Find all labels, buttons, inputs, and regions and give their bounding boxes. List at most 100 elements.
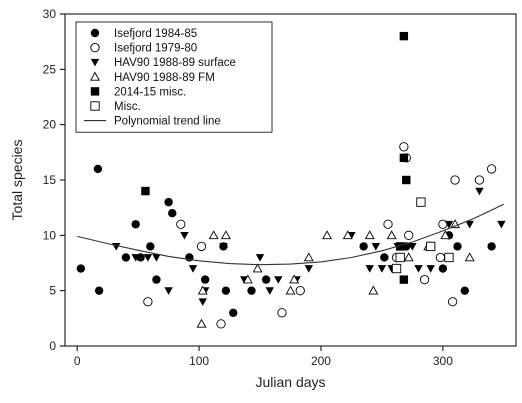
data-point [408, 243, 417, 251]
legend-item: Polynomial trend line [84, 116, 221, 128]
data-point [265, 287, 274, 295]
legend-label: Misc. [114, 101, 141, 113]
series-3 [196, 219, 475, 328]
x-axis: 0 100 200 300 [74, 346, 453, 368]
data-point [261, 275, 271, 284]
data-point [438, 264, 448, 273]
data-point [185, 253, 194, 262]
data-point [322, 230, 333, 240]
data-point [176, 219, 186, 229]
data-point [404, 230, 414, 240]
legend-marker [90, 87, 100, 96]
data-point [152, 275, 161, 284]
x-tick-label: 300 [433, 354, 453, 368]
data-point [391, 263, 402, 274]
data-point [444, 220, 454, 229]
data-point [371, 243, 381, 251]
data-point [152, 254, 161, 262]
trend-line [77, 203, 505, 266]
x-tick-label: 0 [74, 354, 81, 368]
data-point [247, 286, 256, 295]
data-point [304, 265, 313, 273]
y-tick-label: 15 [43, 173, 57, 187]
legend-item: Isefjord 1984-85 [90, 28, 197, 40]
series-2 [111, 187, 506, 306]
legend-item: Isefjord 1979-80 [90, 43, 197, 55]
legend-marker [90, 71, 100, 81]
y-tick-label: 30 [43, 7, 57, 21]
data-point [399, 153, 409, 163]
series-6 [77, 203, 505, 266]
data-point [143, 254, 153, 262]
data-point [196, 241, 207, 252]
data-point [242, 274, 253, 284]
data-point [465, 220, 474, 229]
data-point [274, 276, 283, 284]
legend-marker [90, 58, 100, 67]
data-point [486, 164, 497, 174]
data-point [121, 253, 131, 262]
data-point [435, 252, 446, 263]
legend-item: HAV90 1988-89 surface [90, 57, 236, 69]
data-point [426, 241, 436, 252]
data-point [414, 265, 423, 273]
data-point [399, 142, 409, 152]
data-point [255, 254, 265, 262]
data-point [402, 175, 411, 185]
data-point [303, 252, 314, 262]
data-point [364, 230, 375, 240]
data-point [342, 230, 353, 240]
y-tick-label: 10 [43, 228, 57, 242]
data-point [229, 308, 238, 317]
legend-label: HAV90 1988-89 surface [114, 57, 236, 69]
legend-item: 2014-15 misc. [90, 86, 186, 98]
data-point [386, 230, 397, 240]
data-point [419, 274, 430, 285]
data-point [220, 230, 231, 240]
data-point [368, 285, 379, 295]
data-point [164, 197, 173, 207]
data-point [198, 298, 207, 306]
y-tick-label: 25 [43, 62, 57, 76]
data-point [447, 297, 458, 307]
data-point [453, 242, 462, 251]
data-point [221, 286, 231, 295]
series-5 [391, 197, 454, 274]
y-axis-label: Total species [9, 140, 25, 221]
data-point [131, 254, 140, 262]
data-point [399, 275, 409, 284]
data-point [399, 31, 409, 41]
data-point [416, 197, 426, 207]
legend-label: Isefjord 1979-80 [114, 43, 197, 55]
data-point [197, 285, 208, 295]
legend-marker [90, 101, 100, 111]
data-point [219, 243, 228, 251]
legend-marker [90, 28, 100, 38]
data-point [450, 175, 460, 185]
data-point [252, 263, 263, 273]
data-point [497, 220, 506, 229]
data-point [146, 242, 155, 251]
data-point [440, 230, 451, 240]
legend: Isefjord 1984-85 Isefjord 1979-80 HAV90 19… [75, 21, 273, 133]
data-point [180, 231, 189, 240]
data-point [277, 308, 287, 318]
legend-label: 2014-15 misc. [114, 86, 186, 98]
data-point [426, 265, 435, 273]
data-point [464, 252, 475, 262]
y-tick-label: 20 [43, 118, 57, 132]
legend-label: Polynomial trend line [114, 116, 221, 128]
series-4 [141, 31, 411, 284]
data-point [396, 242, 405, 251]
legend-item: Misc. [90, 101, 141, 113]
y-tick-label: 0 [49, 339, 56, 353]
data-point [164, 287, 173, 295]
data-point [93, 164, 103, 174]
y-tick-label: 5 [49, 284, 56, 298]
data-point [383, 219, 393, 229]
data-point [168, 209, 177, 218]
data-point [208, 230, 219, 240]
x-tick-label: 200 [311, 354, 331, 368]
data-point [403, 252, 414, 262]
